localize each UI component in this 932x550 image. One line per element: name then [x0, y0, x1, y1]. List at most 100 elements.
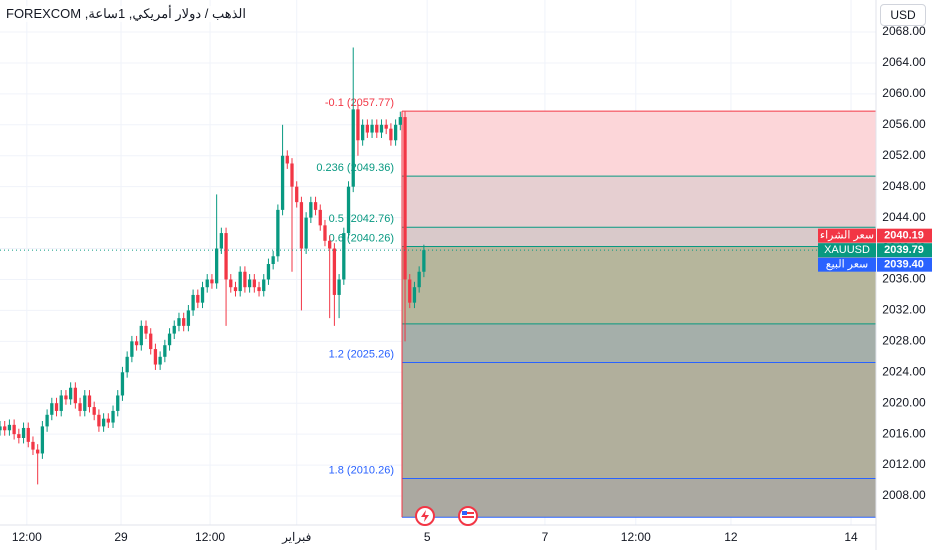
fib-zone	[402, 227, 876, 247]
price-labels: سعر الشراء 2040.19 XAUUSD 2039.79 سعر البيع 2…	[818, 228, 932, 272]
candle-body	[120, 372, 125, 396]
candle-body	[111, 410, 115, 423]
candle-body	[64, 395, 68, 400]
candle-body	[271, 256, 275, 265]
candle-body	[205, 279, 209, 288]
price-label-name: سعر الشراء	[820, 230, 874, 242]
price-label-value-box	[877, 243, 932, 258]
candle-body	[417, 271, 421, 288]
y-tick-label: 2064.00	[882, 55, 926, 69]
candle-body	[73, 387, 78, 404]
fib-zone	[402, 246, 876, 324]
candle-body	[214, 248, 219, 284]
candle-body	[182, 318, 186, 326]
candle-body	[290, 163, 294, 187]
candle-body	[153, 349, 158, 365]
y-tick-label: 2012.00	[882, 457, 926, 471]
candle-body	[54, 403, 59, 411]
y-tick-label: 2032.00	[882, 303, 926, 317]
candle-body	[408, 279, 412, 303]
candle-body	[125, 356, 129, 373]
candle-body	[68, 387, 73, 400]
fib-zone	[402, 478, 876, 518]
candle-body	[17, 434, 21, 439]
candle-body	[21, 427, 26, 439]
candle-body	[158, 356, 162, 365]
y-tick-label: 2008.00	[882, 488, 926, 502]
candle-body	[134, 341, 139, 346]
candle-body	[389, 128, 393, 141]
candle-body	[50, 403, 54, 415]
candles	[0, 47, 876, 485]
candle-body	[257, 287, 261, 292]
fib-label: 0.6 (2040.26)	[329, 232, 394, 244]
x-tick-label: 5	[424, 530, 431, 544]
y-tick-label: 2024.00	[882, 364, 926, 378]
price-label-name-box	[818, 228, 876, 243]
y-tick-label: 2048.00	[882, 179, 926, 193]
candle-body	[342, 233, 346, 280]
candle-body	[238, 271, 242, 292]
candle-body	[144, 325, 148, 334]
price-label-name: سعر البيع	[826, 259, 869, 271]
y-tick-label: 2060.00	[882, 86, 926, 100]
y-tick-label: 2016.00	[882, 426, 926, 440]
candle-body	[398, 117, 402, 125]
y-tick-label: 2068.00	[882, 24, 926, 38]
us-flag-icon[interactable]	[458, 506, 478, 526]
candle-body	[7, 424, 12, 431]
candle-body	[384, 124, 388, 129]
price-label-name-box	[818, 257, 876, 272]
fib-label: 1.2 (2025.26)	[329, 348, 394, 360]
candle-body	[252, 279, 256, 288]
candle-body	[219, 233, 224, 249]
candle-body	[177, 318, 181, 326]
candle-body	[247, 279, 252, 288]
candle-body	[0, 426, 2, 431]
price-label-value-box	[877, 228, 932, 243]
candle-body	[323, 225, 327, 241]
currency-button[interactable]: USD	[880, 4, 926, 26]
candle-body	[3, 426, 7, 431]
candle-body	[351, 109, 355, 187]
candle-body	[375, 124, 379, 133]
y-tick-label: 2036.00	[882, 272, 926, 286]
candle-body	[356, 109, 360, 141]
candle-body	[26, 427, 30, 442]
candle-body	[224, 233, 228, 280]
y-tick-label: 2056.00	[882, 117, 926, 131]
candle-body	[243, 271, 247, 288]
fib-tool[interactable]: -0.1 (2057.77) 0.236 (2049.36) 0.5 (2042.7…	[316, 97, 876, 518]
candle-body	[276, 209, 280, 257]
candle-body	[92, 407, 96, 415]
candle-body	[130, 341, 134, 357]
symbol-title[interactable]: الذهب / دولار أمريكي, 1ساعة, FOREXCOM	[6, 6, 246, 22]
candle-body	[360, 124, 365, 141]
axes: 2008.00 2012.00 2016.00 2020.00 2024.00 2028.…	[12, 24, 926, 544]
candle-body	[309, 202, 313, 218]
candle-body	[304, 217, 308, 249]
x-tick-label: 14	[844, 530, 858, 544]
candle-body	[412, 287, 417, 303]
candle-body	[337, 279, 341, 295]
fib-label: 0.5 (2042.76)	[329, 213, 394, 225]
candle-body	[346, 186, 351, 234]
event-icon[interactable]	[415, 506, 435, 526]
candle-body	[318, 209, 322, 226]
fib-zone	[402, 362, 876, 479]
candle-body	[328, 240, 332, 249]
candle-body	[196, 294, 200, 303]
candle-body	[285, 155, 289, 164]
candle-body	[45, 414, 49, 427]
candle-body	[200, 287, 205, 303]
y-tick-label: 2028.00	[882, 334, 926, 348]
candle-body	[280, 155, 285, 210]
candle-body	[139, 325, 143, 346]
fib-label: 1.8 (2010.26)	[329, 464, 394, 476]
candle-body	[313, 202, 318, 210]
candle-body	[40, 426, 45, 454]
candle-body	[403, 117, 407, 280]
candle-body	[163, 345, 167, 357]
